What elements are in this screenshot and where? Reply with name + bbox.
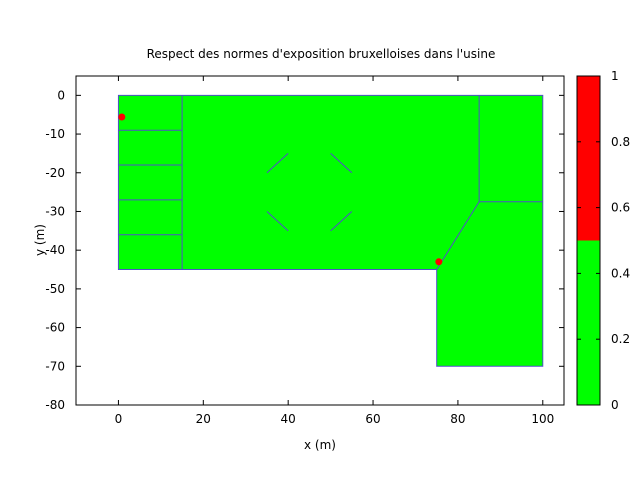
y-tick-label: -60 xyxy=(45,321,65,335)
colorbar-tick-label: 0.8 xyxy=(611,135,630,149)
axes: 0 20 40 60 80 100 0 -10 -20 -30 -40 -50 -60 -70 -80 xyxy=(45,76,564,426)
y-axis-label: y (m) xyxy=(33,224,47,256)
colorbar-tick-label: 0.4 xyxy=(611,266,630,280)
x-tick-label: 60 xyxy=(365,412,380,426)
y-tick-label: 0 xyxy=(57,88,65,102)
x-axis-label: x (m) xyxy=(304,438,336,452)
wall-segment xyxy=(330,153,353,174)
x-tick-label: 100 xyxy=(531,412,554,426)
y-tick-label: -20 xyxy=(45,166,65,180)
y-tick-label: -40 xyxy=(45,243,65,257)
colorbar-tick-label: 1 xyxy=(611,69,619,83)
colorbar-segment-below xyxy=(577,240,600,405)
wall-segment xyxy=(266,211,289,232)
y-tick-label: -10 xyxy=(45,127,65,141)
x-tick-label: 20 xyxy=(196,412,211,426)
wall-segment xyxy=(266,153,289,174)
colorbar-tick-label: 0.2 xyxy=(611,332,630,346)
plot-area xyxy=(117,94,544,367)
chart-title: Respect des normes d'exposition bruxello… xyxy=(147,47,496,61)
x-tick-label: 80 xyxy=(450,412,465,426)
x-tick-label: 0 xyxy=(115,412,123,426)
y-tick-label: -70 xyxy=(45,359,65,373)
hot-spot xyxy=(118,113,126,121)
x-tick-label: 40 xyxy=(281,412,296,426)
colorbar-frame xyxy=(576,75,601,406)
plot-frame xyxy=(75,75,565,406)
colorbar-segment-above xyxy=(577,76,600,241)
colorbar-tick-label: 0 xyxy=(611,398,619,412)
wall-segment xyxy=(436,201,480,270)
y-tick-label: -50 xyxy=(45,282,65,296)
y-tick-label: -80 xyxy=(45,398,65,412)
hot-spot xyxy=(435,258,443,266)
y-tick-label: -30 xyxy=(45,204,65,218)
wall-segment xyxy=(330,211,353,232)
colorbar: 0 0.2 0.4 0.6 0.8 1 xyxy=(576,69,630,412)
colorbar-tick-label: 0.6 xyxy=(611,201,630,215)
